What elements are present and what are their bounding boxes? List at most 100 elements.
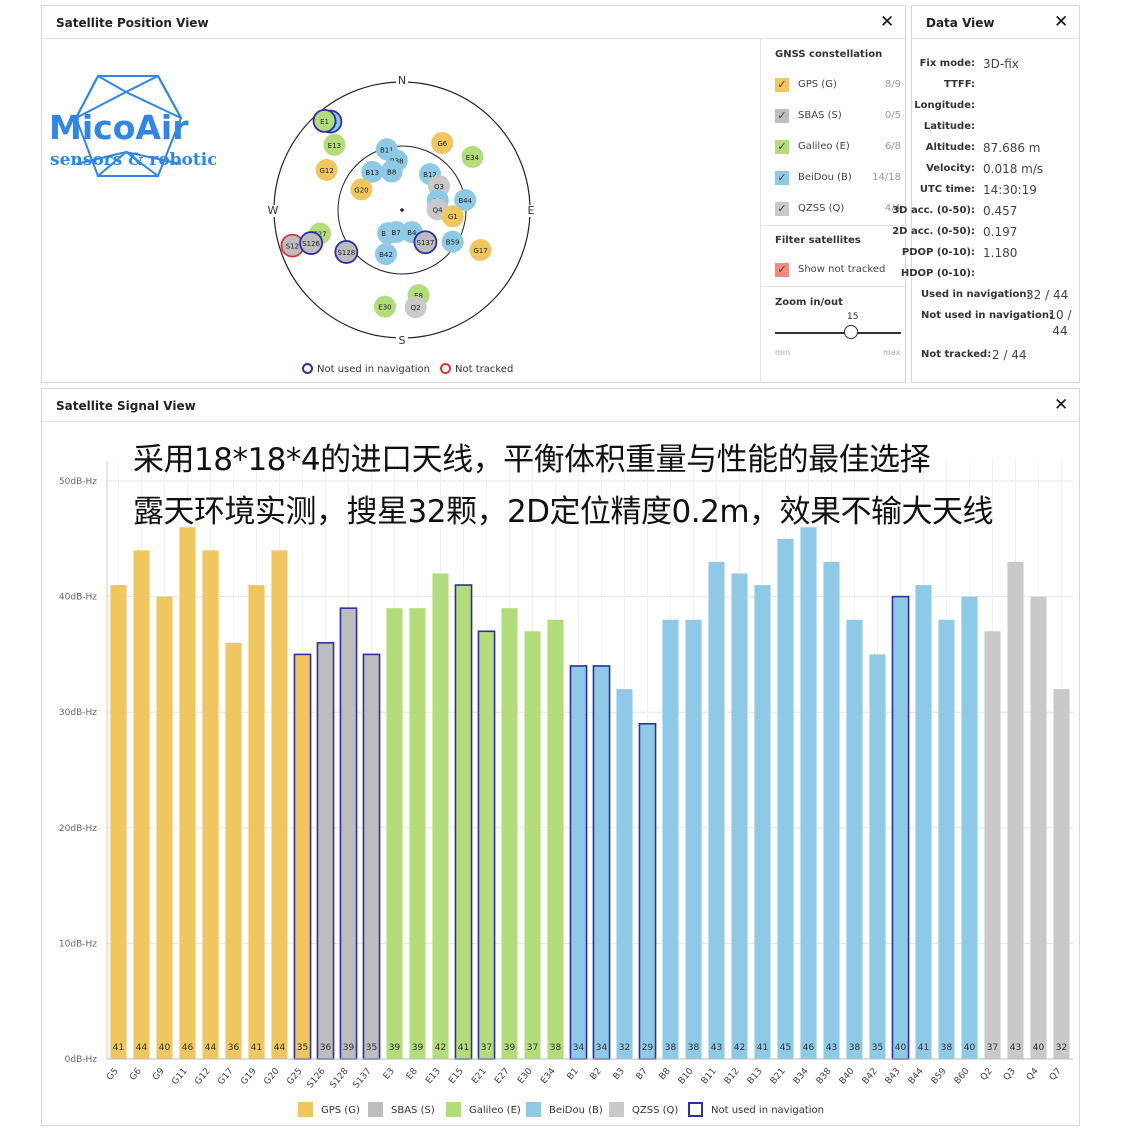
bar-B8 xyxy=(662,619,679,1059)
satellite-label: Q3 xyxy=(434,183,444,191)
bar-E3 xyxy=(386,608,403,1059)
data-value: 14:30:19 xyxy=(983,183,1037,197)
data-key: Altitude: xyxy=(925,142,975,153)
data-key: Latitude: xyxy=(923,121,975,132)
legend-not-used: Not used in navigation xyxy=(302,363,430,375)
x-tick-label: B8 xyxy=(657,1066,672,1082)
bar-value-label: 35 xyxy=(872,1043,883,1053)
legend-label: QZSS (Q) xyxy=(632,1105,679,1116)
bar-value-label: 38 xyxy=(849,1043,861,1053)
north-label-bg xyxy=(396,75,408,87)
x-tick-label: S128 xyxy=(328,1066,351,1090)
bar-value-label: 40 xyxy=(1033,1043,1045,1053)
close-icon[interactable]: ✕ xyxy=(1054,395,1069,415)
bar-S128 xyxy=(339,607,358,1060)
bar-value-label: 43 xyxy=(1010,1043,1021,1053)
north-label: N xyxy=(398,74,406,87)
zoom-slider[interactable] xyxy=(775,332,901,334)
bar-B11 xyxy=(708,561,725,1059)
bar-value-label: 42 xyxy=(734,1043,745,1053)
panel-title: Satellite Signal View xyxy=(56,399,196,413)
satellite-label: E30 xyxy=(378,304,391,312)
legend-label: SBAS (S) xyxy=(391,1105,435,1116)
bar-value-label: 41 xyxy=(757,1043,768,1053)
constellation-toggle-1[interactable]: ✓ SBAS (S) 0/5 xyxy=(775,107,901,125)
bar-B59 xyxy=(938,619,955,1059)
satellite-label: G20 xyxy=(354,186,368,194)
bar-value-label: 42 xyxy=(435,1043,446,1053)
x-tick-label: G20 xyxy=(262,1066,282,1087)
checkbox[interactable]: ✓ xyxy=(775,263,789,277)
legend-swatch xyxy=(609,1102,624,1117)
close-icon[interactable]: ✕ xyxy=(1054,12,1069,32)
satellite-Q2: Q2 xyxy=(404,296,427,319)
zoom-slider-thumb[interactable] xyxy=(844,325,858,339)
bar-B43 xyxy=(891,595,910,1060)
data-key: TTFF: xyxy=(944,79,975,90)
bar-value-label: 44 xyxy=(205,1043,217,1053)
show-not-tracked-toggle[interactable]: ✓ Show not tracked xyxy=(775,261,901,279)
x-tick-label: B11 xyxy=(700,1067,719,1087)
gnss-constellation-title: GNSS constellation xyxy=(775,49,883,60)
satellite-B42: B42 xyxy=(374,243,397,266)
satellite-label: Q4 xyxy=(433,206,444,214)
constellation-toggle-4[interactable]: ✓ QZSS (Q) 4/4 xyxy=(775,200,901,218)
x-tick-label: G9 xyxy=(151,1066,167,1082)
bar-B13 xyxy=(754,585,771,1059)
legend-item: QZSS (Q) xyxy=(609,1102,678,1117)
checkbox[interactable]: ✓ xyxy=(775,78,789,92)
checkbox[interactable]: ✓ xyxy=(775,140,789,154)
constellation-label: BeiDou (B) xyxy=(798,172,852,183)
filter-satellites-title: Filter satellites xyxy=(775,235,861,246)
legend-swatch xyxy=(526,1102,541,1117)
panel-title: Satellite Position View xyxy=(56,16,209,30)
bar-B44 xyxy=(915,585,932,1059)
satellite-B59: B59 xyxy=(441,230,464,253)
satellite-G6: G6 xyxy=(431,131,454,154)
x-tick-label: E3 xyxy=(382,1067,397,1082)
legend-swatch xyxy=(688,1102,703,1117)
constellation-toggle-2[interactable]: ✓ Galileo (E) 6/8 xyxy=(775,138,901,156)
data-key: UTC time: xyxy=(919,184,975,195)
constellation-label: SBAS (S) xyxy=(798,110,842,121)
data-key: 3D acc. (0-50): xyxy=(892,205,975,216)
satellite-label: S137 xyxy=(417,239,435,247)
bar-value-label: 40 xyxy=(159,1043,171,1053)
checkbox[interactable]: ✓ xyxy=(775,202,789,216)
data-value: 2 / 44 xyxy=(992,348,1027,362)
x-tick-label: Q7 xyxy=(1048,1067,1064,1083)
bar-E30 xyxy=(524,631,541,1059)
bar-value-label: 38 xyxy=(688,1043,700,1053)
close-icon[interactable]: ✕ xyxy=(880,12,895,32)
satellite-marker xyxy=(404,296,427,319)
signal-bar-chart: 0dB-Hz 10dB-Hz 20dB-Hz 30dB-Hz 40dB-Hz 50dB-H… xyxy=(59,461,1073,1090)
x-tick-label: Q3 xyxy=(1002,1067,1018,1083)
legend-item: Galileo (E) xyxy=(446,1102,521,1117)
data-key: Not tracked: xyxy=(921,349,992,360)
bar-G19 xyxy=(248,585,265,1059)
x-tick-label: B34 xyxy=(792,1066,811,1086)
bar-value-label: 35 xyxy=(297,1043,308,1053)
legend-swatch xyxy=(298,1102,313,1117)
constellation-toggle-3[interactable]: ✓ BeiDou (B) 14/18 xyxy=(775,169,901,187)
overlay-caption-line1: 采用18*18*4的进口天线，平衡体积重量与性能的最佳选择 xyxy=(133,442,931,478)
bar-value-label: 44 xyxy=(136,1043,148,1053)
satellite-marker xyxy=(454,188,477,211)
bar-value-label: 46 xyxy=(803,1043,815,1053)
red-ring-icon xyxy=(440,363,451,374)
checkbox[interactable]: ✓ xyxy=(775,171,789,185)
bar-E15 xyxy=(454,584,473,1060)
constellation-toggle-0[interactable]: ✓ GPS (G) 8/9 xyxy=(775,76,901,94)
data-value: 3D-fix xyxy=(983,57,1019,71)
x-tick-label: E34 xyxy=(539,1066,558,1086)
constellation-count: 14/18 xyxy=(872,172,901,183)
legend-swatch xyxy=(368,1102,383,1117)
constellation-count: 4/4 xyxy=(884,203,901,214)
zenith-dot xyxy=(400,208,404,212)
satellite-marker xyxy=(334,240,359,264)
bar-value-label: 34 xyxy=(573,1043,585,1053)
satellite-label: G17 xyxy=(473,247,487,255)
satellite-marker xyxy=(361,160,384,183)
checkbox[interactable]: ✓ xyxy=(775,109,789,123)
satellite-label: B4 xyxy=(407,229,417,237)
